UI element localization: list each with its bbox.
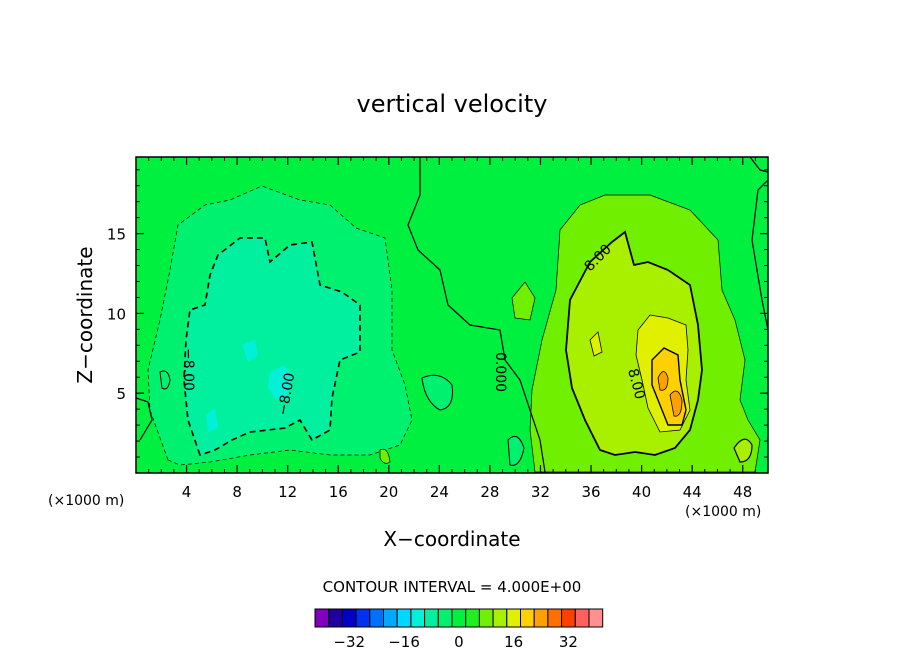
x-axis-ticks: 4 8 12 16 20 24 28 32 36 40 44 48 (148, 157, 756, 501)
band-minus-12-b (242, 340, 258, 362)
x-tick-label: 44 (683, 483, 702, 501)
chart-title: vertical velocity (357, 90, 548, 118)
cell-pos-a (733, 438, 753, 463)
band-plus-12-b (589, 331, 603, 357)
cell-neg-c (507, 435, 525, 466)
contour-label: −8.00 (275, 372, 298, 417)
band-minus-12-a (268, 365, 292, 400)
colorbar-swatch (424, 608, 439, 628)
contour-interval-label: CONTOUR INTERVAL = 4.000E+00 (323, 578, 582, 596)
colorbar-swatch (369, 608, 384, 628)
x-tick-label: 48 (733, 483, 752, 501)
x-tick-label: 4 (182, 483, 192, 501)
colorbar-swatch (547, 608, 563, 628)
colorbar (314, 608, 604, 628)
x-tick-label: 24 (430, 483, 449, 501)
colorbar-tick-label: 32 (559, 633, 578, 651)
colorbar-swatch (396, 608, 412, 628)
band-minus-8 (183, 237, 361, 457)
contour-label: 8.00 (624, 367, 648, 401)
zero-contour-top (749, 157, 768, 173)
colorbar-swatch (383, 608, 398, 628)
colorbar-swatch (341, 608, 357, 628)
band-plus-20-a (657, 371, 669, 391)
x-tick-label: 32 (531, 483, 550, 501)
band-plus-4-b (511, 281, 536, 321)
colorbar-swatch (588, 608, 604, 628)
y-tick-label: 10 (107, 305, 126, 323)
y-axis-label: Z−coordinate (73, 246, 97, 383)
colorbar-swatch (437, 608, 453, 628)
colorbar-ticks: −32 −16 0 16 32 (333, 633, 578, 651)
colorbar-tick-label: −32 (333, 633, 365, 651)
colorbar-tick-label: −16 (388, 633, 420, 651)
zero-contour-left (136, 397, 153, 441)
colorbar-swatch (561, 608, 576, 628)
colorbar-swatch (506, 608, 521, 628)
colorbar-swatch (520, 608, 535, 628)
colorbar-swatch (533, 608, 549, 628)
zero-contour-right (751, 179, 768, 331)
x-tick-label: 16 (329, 483, 348, 501)
band-plus-20-b (669, 390, 683, 417)
colorbar-swatch (574, 608, 590, 628)
colorbar-swatch (451, 608, 467, 628)
x-tick-label: 40 (632, 483, 651, 501)
x-unit-left: (×1000 m) (48, 493, 124, 509)
colorbar-swatch (355, 608, 371, 628)
band-minus-12-c (206, 408, 218, 432)
x-tick-label: 20 (379, 483, 398, 501)
colorbar-swatch (314, 608, 330, 628)
x-tick-label: 8 (232, 483, 242, 501)
zero-contour (407, 157, 546, 473)
y-tick-label: 15 (107, 226, 126, 244)
cell-neg-b (421, 374, 453, 411)
cell-neg-a (159, 370, 171, 390)
y-tick-label: 5 (116, 385, 126, 403)
cell-pos-b (379, 448, 391, 464)
colorbar-tick-label: 16 (504, 633, 523, 651)
x-tick-label: 28 (480, 483, 499, 501)
colorbar-swatch (465, 608, 480, 628)
x-tick-label: 12 (278, 483, 297, 501)
y-axis-ticks: 5 10 15 (107, 169, 768, 458)
colorbar-swatch (410, 608, 426, 628)
contour-label: −8.00 (180, 348, 196, 391)
x-axis-label: X−coordinate (383, 527, 520, 551)
x-tick-label: 36 (581, 483, 600, 501)
colorbar-swatch (478, 608, 494, 628)
contour-label: 0.000 (492, 352, 508, 392)
colorbar-swatch (328, 608, 343, 628)
x-unit-right: (×1000 m) (685, 504, 761, 520)
contour-fill (136, 157, 768, 473)
colorbar-swatch (492, 608, 508, 628)
plot-area: −8.00 −8.00 0.000 8.00 8.00 4 8 12 16 20 24 28… (107, 156, 769, 501)
colorbar-tick-label: 0 (454, 633, 464, 651)
